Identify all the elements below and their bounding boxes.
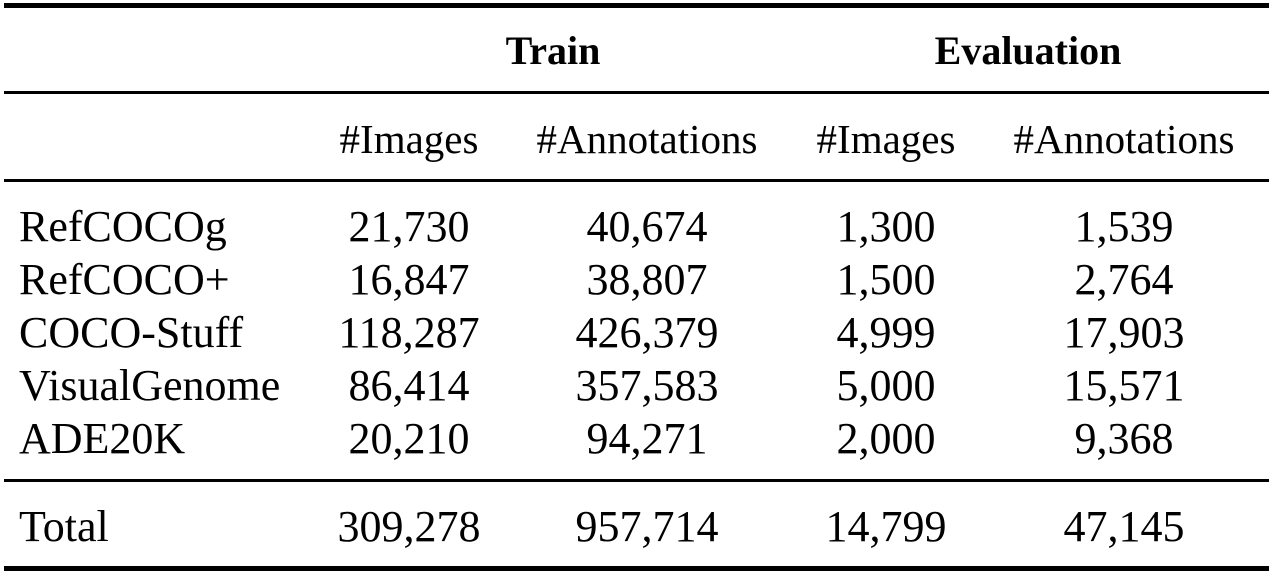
eval-images-cell: 1,500 bbox=[836, 255, 936, 304]
train-annotations-cell: 357,583 bbox=[575, 361, 719, 410]
total-eval-annotations: 47,145 bbox=[1063, 502, 1185, 551]
eval-annotations-cell: 2,764 bbox=[1074, 255, 1174, 304]
total-eval-images: 14,799 bbox=[825, 502, 947, 551]
train-images-cell: 20,210 bbox=[348, 414, 470, 463]
total-label: Total bbox=[19, 502, 109, 551]
column-header-train-annotations: #Annotations bbox=[536, 116, 758, 162]
eval-annotations-cell: 15,571 bbox=[1063, 361, 1185, 410]
train-annotations-cell: 38,807 bbox=[586, 255, 708, 304]
column-header-rule bbox=[4, 179, 1269, 182]
row-name: RefCOCO+ bbox=[19, 255, 230, 304]
eval-annotations-cell: 17,903 bbox=[1063, 308, 1185, 357]
total-separator-rule bbox=[4, 479, 1269, 482]
top-rule bbox=[4, 3, 1269, 8]
train-images-cell: 16,847 bbox=[348, 255, 470, 304]
column-header-eval-images: #Images bbox=[816, 116, 956, 162]
column-header-train-images: #Images bbox=[339, 116, 479, 162]
group-header-evaluation: Evaluation bbox=[934, 28, 1122, 73]
total-train-images: 309,278 bbox=[337, 502, 481, 551]
group-header-train: Train bbox=[505, 28, 601, 73]
row-name: RefCOCOg bbox=[19, 202, 227, 251]
eval-annotations-cell: 9,368 bbox=[1074, 414, 1174, 463]
eval-images-cell: 4,999 bbox=[836, 308, 936, 357]
group-header-rule bbox=[4, 91, 1269, 94]
train-images-cell: 118,287 bbox=[338, 308, 480, 357]
row-name: COCO-Stuff bbox=[19, 308, 244, 357]
row-name: ADE20K bbox=[19, 414, 186, 463]
train-annotations-cell: 94,271 bbox=[586, 414, 708, 463]
eval-images-cell: 2,000 bbox=[836, 414, 936, 463]
eval-annotations-cell: 1,539 bbox=[1074, 202, 1174, 251]
train-annotations-cell: 40,674 bbox=[586, 202, 708, 251]
row-name: VisualGenome bbox=[19, 361, 281, 410]
eval-images-cell: 5,000 bbox=[836, 361, 936, 410]
train-annotations-cell: 426,379 bbox=[575, 308, 719, 357]
train-images-cell: 86,414 bbox=[348, 361, 470, 410]
eval-images-cell: 1,300 bbox=[836, 202, 936, 251]
total-train-annotations: 957,714 bbox=[575, 502, 719, 551]
bottom-rule bbox=[4, 566, 1269, 571]
column-header-eval-annotations: #Annotations bbox=[1013, 116, 1235, 162]
train-images-cell: 21,730 bbox=[348, 202, 470, 251]
